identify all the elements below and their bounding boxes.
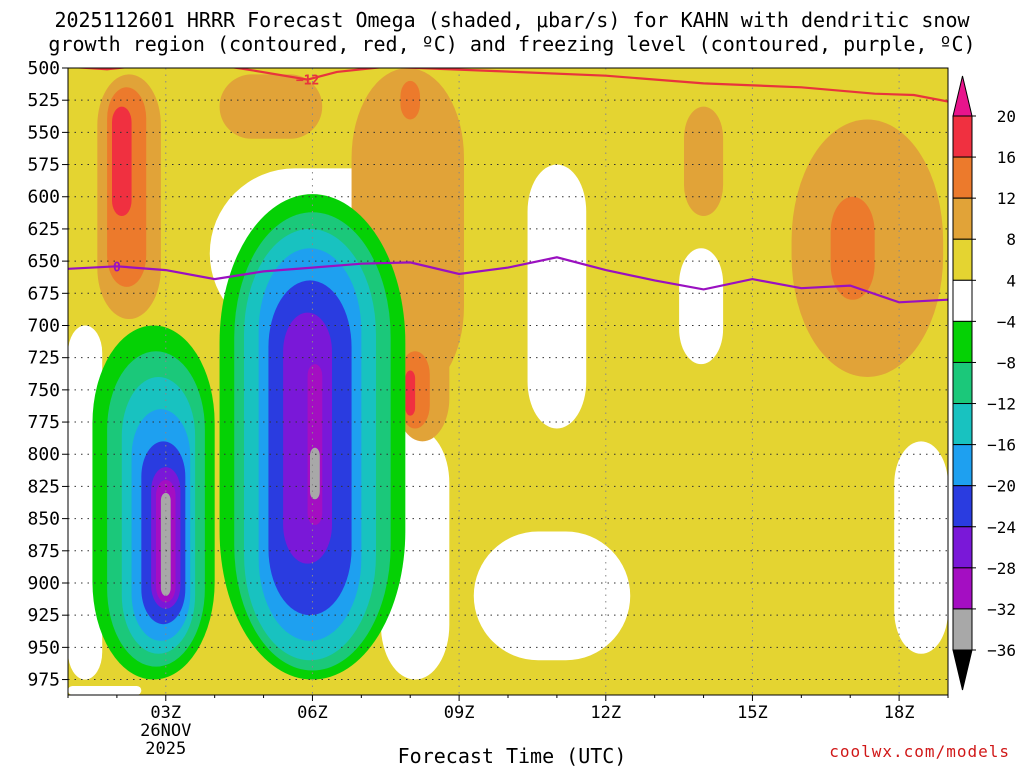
colorbar-bin--8to-4	[952, 320, 973, 363]
x-tick-date-label: 26NOV	[140, 721, 191, 741]
colorbar-bin-4to8	[952, 238, 973, 281]
omega-region-8to12-4	[684, 106, 724, 217]
y-tick-label-850: 850	[27, 509, 60, 530]
y-tick-label-600: 600	[27, 187, 60, 208]
colorbar-bin--28to-24	[952, 526, 973, 569]
y-tick-label-875: 875	[27, 541, 60, 562]
colorbar-bin--16to-12	[952, 403, 973, 446]
y-tick-label-950: 950	[27, 637, 60, 658]
chart-title-line-2: growth region (contoured, red, ºC) and f…	[48, 32, 976, 56]
y-tick-label-700: 700	[27, 315, 60, 336]
omega-region--36to-32-0	[160, 492, 171, 596]
y-tick-label-500: 500	[27, 58, 60, 79]
colorbar-bin--4to4	[952, 279, 973, 322]
colorbar-bin--20to-16	[952, 444, 973, 487]
chart-title-line-1: 2025112601 HRRR Forecast Omega (shaded, …	[54, 8, 970, 32]
x-tick-label-12Z: 12Z	[590, 703, 621, 723]
colorbar-label-6: −8	[997, 353, 1016, 372]
y-tick-label-550: 550	[27, 122, 60, 143]
contour-dendritic-12C	[70, 68, 948, 103]
colorbar-label-5: −4	[997, 312, 1016, 331]
omega-region--32to-28-1	[307, 364, 323, 526]
colorbar-bin--12to-8	[952, 361, 973, 405]
y-tick-label-725: 725	[27, 348, 60, 369]
x-tick-label-09Z: 09Z	[444, 703, 475, 723]
colorbar-label-4: 4	[1006, 271, 1016, 290]
omega-region--4to4-6	[68, 685, 142, 695]
omega-region-12to16-2	[400, 80, 420, 120]
colorbar-label-0: 20	[997, 107, 1016, 126]
omega-region-16to20-1	[405, 370, 416, 416]
colorbar-label-3: 8	[1006, 230, 1016, 249]
y-tick-label-625: 625	[27, 219, 60, 240]
colorbar-label-1: 16	[997, 148, 1016, 167]
omega-region--4to4-7	[473, 531, 631, 661]
omega-region--4to4-4	[679, 248, 724, 365]
x-axis-title: Forecast Time (UTC)	[397, 744, 627, 768]
omega-region-8to12-1	[219, 74, 323, 139]
colorbar-top-arrow	[952, 75, 973, 117]
colorbar-label-2: 12	[997, 189, 1016, 208]
colorbar-bin--32to-28	[952, 567, 973, 610]
x-tick-label-03Z: 03Z	[150, 703, 181, 723]
y-tick-label-525: 525	[27, 90, 60, 111]
colorbar-label-10: −24	[987, 518, 1016, 537]
y-tick-label-775: 775	[27, 412, 60, 433]
colorbar-label-8: −16	[987, 436, 1016, 455]
x-tick-year-label: 2025	[145, 739, 186, 759]
y-tick-label-675: 675	[27, 283, 60, 304]
site-credit-link[interactable]: coolwx.com/models	[829, 742, 1010, 761]
contour-label-freezing-level-0C: 0	[113, 260, 121, 275]
y-tick-label-575: 575	[27, 155, 60, 176]
colorbar-bin-12to16	[952, 156, 973, 199]
colorbar-label-13: −36	[987, 641, 1016, 660]
omega-region--36to-32-1	[310, 447, 320, 500]
y-tick-label-800: 800	[27, 444, 60, 465]
x-tick-label-18Z: 18Z	[884, 703, 915, 723]
y-tick-label-650: 650	[27, 251, 60, 272]
omega-region-12to16-3	[830, 196, 875, 300]
contour-label-dendritic-12C: −12	[296, 74, 319, 89]
colorbar-bottom-arrow	[952, 649, 973, 691]
colorbar-label-7: −12	[987, 395, 1016, 414]
y-tick-label-975: 975	[27, 670, 60, 691]
colorbar-label-9: −20	[987, 477, 1016, 496]
y-tick-label-825: 825	[27, 476, 60, 497]
colorbar-bin-8to12	[952, 197, 973, 240]
colorbar-bin--24to-20	[952, 485, 973, 528]
colorbar-bin-16to20	[952, 115, 973, 158]
colorbar-label-12: −32	[987, 600, 1016, 619]
plot-area: −12 0	[68, 68, 948, 695]
x-tick-label-15Z: 15Z	[737, 703, 768, 723]
omega-region-16to20-0	[112, 106, 132, 217]
x-tick-label-06Z: 06Z	[297, 703, 328, 723]
colorbar-bin--36to-32	[952, 608, 973, 651]
omega-region--4to4-5	[894, 441, 948, 654]
y-tick-label-750: 750	[27, 380, 60, 401]
y-tick-label-925: 925	[27, 605, 60, 626]
omega-region--4to4-2	[527, 164, 587, 429]
contour-freezing-level-0C	[68, 256, 948, 304]
y-tick-label-900: 900	[27, 573, 60, 594]
colorbar-label-11: −28	[987, 559, 1016, 578]
